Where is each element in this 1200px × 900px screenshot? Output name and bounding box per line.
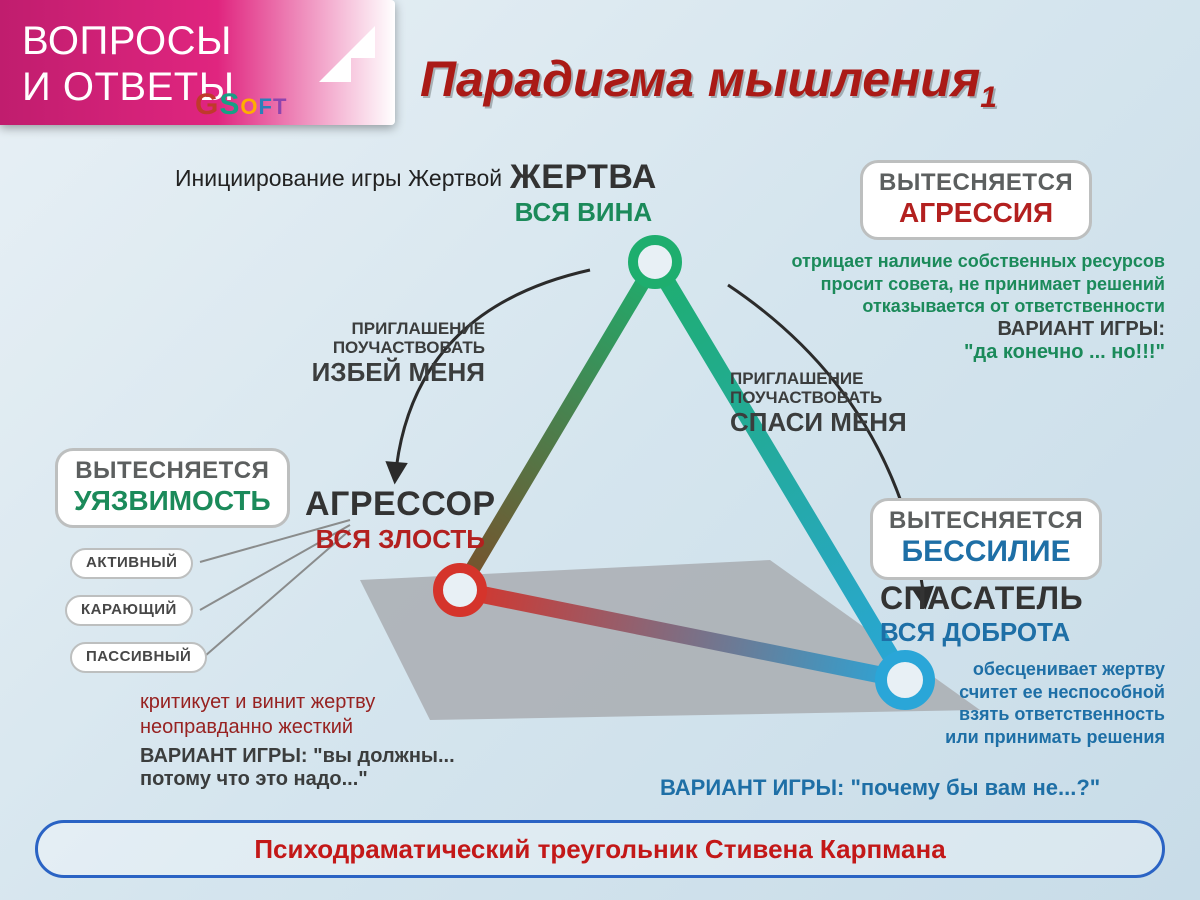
page-title: Парадигма мышления1 xyxy=(420,50,997,115)
aggressor-type-badge: КАРАЮЩИЙ xyxy=(65,595,193,626)
var-v-label: ВАРИАНТ ИГРЫ: xyxy=(997,318,1165,340)
variant-rescuer: ВАРИАНТ ИГРЫ: "почему бы вам не...?" xyxy=(660,775,1180,801)
subheading: Инициирование игры Жертвой xyxy=(175,165,502,192)
role-aggressor: АГРЕССОР ВСЯ ЗЛОСТЬ xyxy=(305,485,496,555)
title-text: Парадигма мышления xyxy=(420,51,980,107)
inv-l-l2: ПОУЧАСТВОВАТЬ xyxy=(255,339,485,358)
co-vuln-top: ВЫТЕСНЯЕТСЯ xyxy=(74,457,271,485)
rescuer-title: СПАСАТЕЛЬ xyxy=(880,580,1180,617)
aggressor-type-badge: ПАССИВНЫЙ xyxy=(70,642,207,673)
co-aggr-top: ВЫТЕСНЯЕТСЯ xyxy=(879,169,1073,197)
var-a-label: ВАРИАНТ ИГРЫ: xyxy=(140,745,308,767)
callout-helplessness: ВЫТЕСНЯЕТСЯ БЕССИЛИЕ xyxy=(870,498,1102,580)
aggressor-sub: ВСЯ ЗЛОСТЬ xyxy=(305,524,496,555)
callout-aggression: ВЫТЕСНЯЕТСЯ АГРЕССИЯ xyxy=(860,160,1092,240)
desc-victim: отрицает наличие собственных ресурсовпро… xyxy=(785,250,1165,318)
callout-vulnerability: ВЫТЕСНЯЕТСЯ УЯЗВИМОСТЬ xyxy=(55,448,290,528)
title-sub: 1 xyxy=(980,81,997,114)
banner-line1: ВОПРОСЫ xyxy=(22,19,232,63)
node-victim xyxy=(633,240,677,284)
co-vuln-bot: УЯЗВИМОСТЬ xyxy=(74,485,271,517)
inv-r-l2: ПОУЧАСТВОВАТЬ xyxy=(730,389,990,408)
co-help-bot: БЕССИЛИЕ xyxy=(889,535,1083,569)
invite-save-me: ПРИГЛАШЕНИЕ ПОУЧАСТВОВАТЬ СПАСИ МЕНЯ xyxy=(730,370,990,438)
variant-aggressor: ВАРИАНТ ИГРЫ: "вы должны...потому что эт… xyxy=(140,745,660,791)
gsoft-logo: GSOFT xyxy=(195,88,287,122)
inv-l-l1: ПРИГЛАШЕНИЕ xyxy=(255,320,485,339)
desc-aggressor: критикует и винит жертвунеоправданно жес… xyxy=(140,690,600,740)
edge-aggressor-rescuer xyxy=(460,590,905,680)
victim-title: ЖЕРТВА xyxy=(510,158,657,197)
inv-r-big: СПАСИ МЕНЯ xyxy=(730,407,990,438)
victim-sub: ВСЯ ВИНА xyxy=(510,197,657,228)
rescuer-sub: ВСЯ ДОБРОТА xyxy=(880,617,1180,648)
banner-arrow-icon xyxy=(307,14,387,94)
desc-rescuer: обесценивает жертвусчитет ее неспособной… xyxy=(865,658,1165,748)
var-r-quote: "почему бы вам не...?" xyxy=(850,775,1100,800)
co-help-top: ВЫТЕСНЯЕТСЯ xyxy=(889,507,1083,535)
var-r-label: ВАРИАНТ ИГРЫ: xyxy=(660,775,844,800)
footer-text: Психодраматический треугольник Стивена К… xyxy=(254,834,945,865)
aggressor-type-badge: АКТИВНЫЙ xyxy=(70,548,193,579)
aggressor-title: АГРЕССОР xyxy=(305,485,496,524)
role-rescuer: СПАСАТЕЛЬ ВСЯ ДОБРОТА xyxy=(880,580,1180,648)
invite-beat-me: ПРИГЛАШЕНИЕ ПОУЧАСТВОВАТЬ ИЗБЕЙ МЕНЯ xyxy=(255,320,485,388)
role-victim: ЖЕРТВА ВСЯ ВИНА xyxy=(510,158,657,228)
variant-victim: ВАРИАНТ ИГРЫ: "да конечно ... но!!!" xyxy=(805,318,1165,364)
node-aggressor xyxy=(438,568,482,612)
inv-l-big: ИЗБЕЙ МЕНЯ xyxy=(255,357,485,388)
co-aggr-bot: АГРЕССИЯ xyxy=(879,197,1073,229)
footer-pill: Психодраматический треугольник Стивена К… xyxy=(35,820,1165,878)
var-v-quote: "да конечно ... но!!!" xyxy=(964,341,1165,363)
inv-r-l1: ПРИГЛАШЕНИЕ xyxy=(730,370,990,389)
